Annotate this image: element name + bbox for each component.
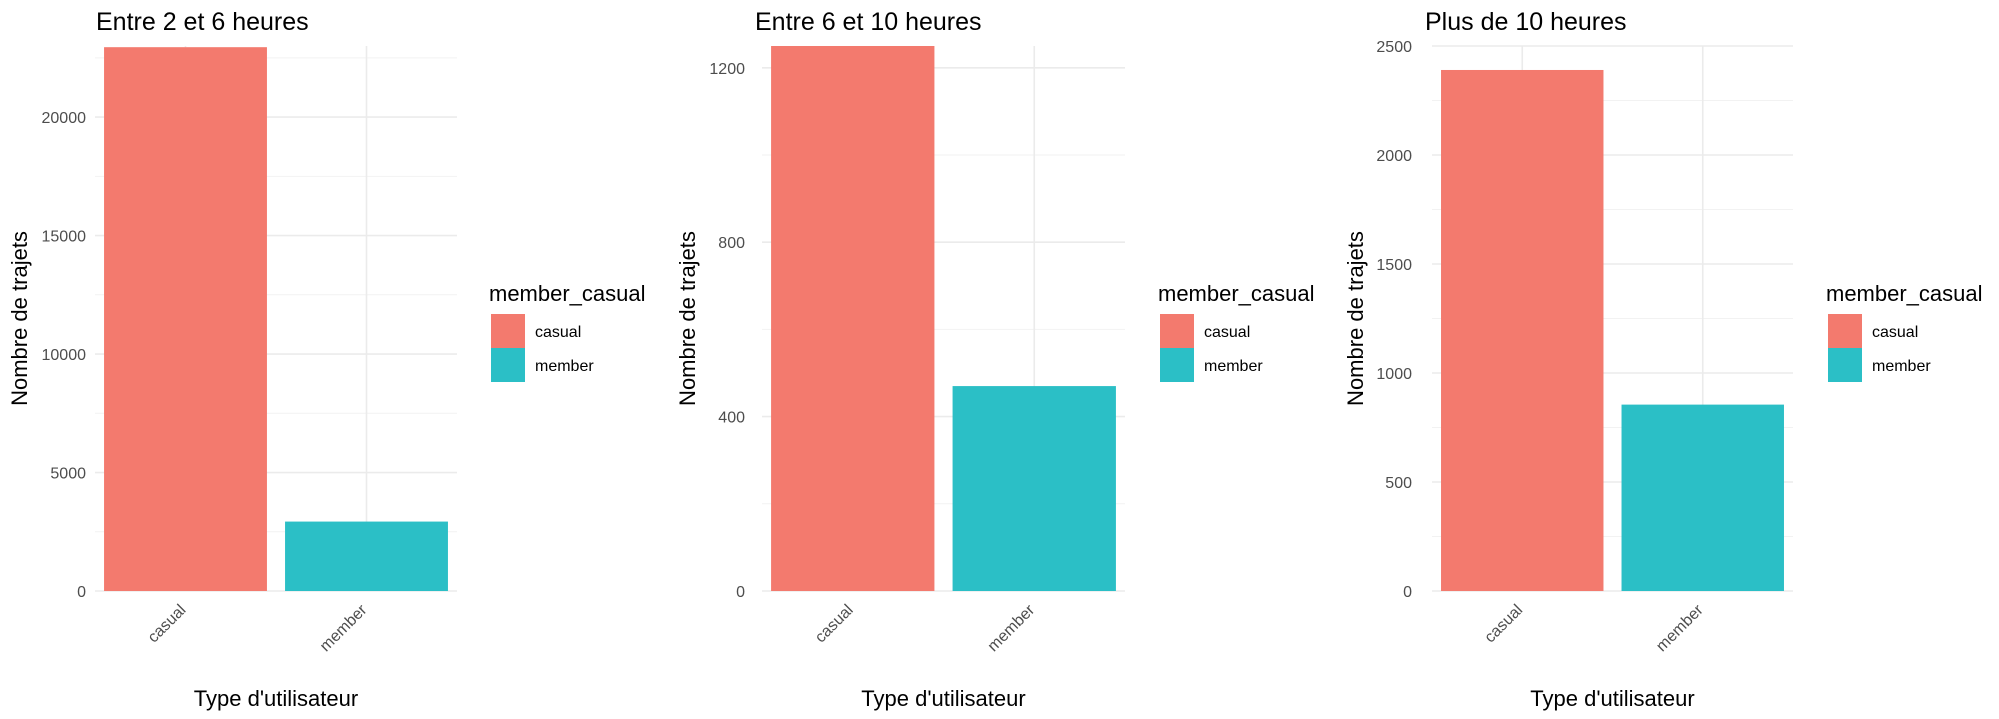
legend-title: member_casual [1826, 281, 1983, 306]
legend-title: member_casual [1158, 281, 1315, 306]
y-tick-label: 10000 [42, 347, 87, 364]
y-tick-label: 20000 [42, 110, 87, 127]
y-tick-label: 0 [736, 584, 745, 601]
bar-member [285, 521, 448, 591]
y-axis-title: Nombre de trajets [7, 231, 32, 406]
y-tick-label: 2000 [1376, 148, 1412, 165]
bar-member [952, 386, 1116, 591]
panel-title: Entre 2 et 6 heures [96, 8, 309, 36]
y-tick-label: 500 [1385, 475, 1412, 492]
legend-key-member [1160, 348, 1194, 382]
y-tick-label: 1000 [1376, 366, 1412, 383]
y-axis-title: Nombre de trajets [675, 231, 700, 406]
y-tick-label: 15000 [42, 229, 87, 246]
panel-title: Plus de 10 heures [1425, 8, 1627, 36]
legend-key-casual [1160, 314, 1194, 348]
legend-title: member_casual [489, 281, 646, 306]
bar-casual [104, 47, 267, 591]
x-axis-title: Type d'utilisateur [861, 686, 1025, 711]
legend-label-casual: casual [535, 324, 581, 341]
legend-label-casual: casual [1204, 324, 1250, 341]
legend-key-casual [1828, 314, 1862, 348]
y-tick-label: 0 [77, 584, 86, 601]
x-axis-title: Type d'utilisateur [194, 686, 358, 711]
y-tick-label: 400 [718, 410, 745, 427]
legend-key-member [491, 348, 525, 382]
chart-panel-1: 0 5000 10000 15000 20000 casual member Entre 2 … [7, 8, 646, 711]
legend-label-member: member [1204, 358, 1263, 375]
chart-panel-3: 0 500 1000 1500 2000 2500 casual member Plus de … [1343, 8, 1983, 711]
y-tick-label: 800 [718, 235, 745, 252]
y-tick-label: 0 [1403, 584, 1412, 601]
legend-label-casual: casual [1872, 324, 1918, 341]
y-tick-label: 5000 [50, 466, 86, 483]
bar-casual [771, 46, 935, 591]
legend-key-casual [491, 314, 525, 348]
y-tick-label: 1500 [1376, 257, 1412, 274]
bar-casual [1441, 69, 1604, 592]
legend-key-member [1828, 348, 1862, 382]
legend-label-member: member [535, 358, 594, 375]
y-tick-label: 2500 [1376, 39, 1412, 56]
x-axis-title: Type d'utilisateur [1530, 686, 1694, 711]
y-axis-title: Nombre de trajets [1343, 231, 1368, 406]
chart-panel-2: 0 400 800 1200 casual member Entre 6 et 10 heu… [675, 8, 1315, 711]
panel-title: Entre 6 et 10 heures [755, 8, 982, 36]
bar-member [1621, 404, 1784, 591]
y-tick-label: 1200 [709, 61, 745, 78]
legend-label-member: member [1872, 358, 1931, 375]
